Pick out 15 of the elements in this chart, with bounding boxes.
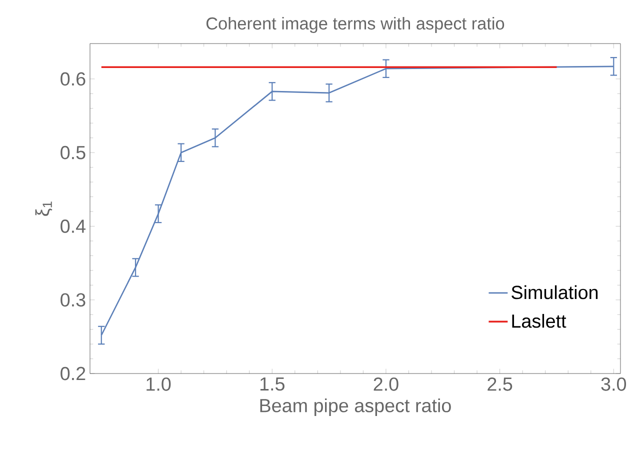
x-tick-label: 2.5 (488, 378, 512, 391)
y-tick-label: 0.5 (60, 146, 86, 160)
x-tick-label: 3.0 (601, 378, 626, 391)
y-tick-label: 0.3 (60, 293, 86, 307)
x-axis-title: Beam pipe aspect ratio (260, 398, 451, 416)
y-tick-label: 0.4 (60, 220, 86, 234)
y-tick-label: 0.2 (60, 367, 86, 380)
y-axis-title: ξ$_{1}$ (35, 202, 52, 216)
y-tick-label: 0.6 (60, 72, 86, 86)
chart-title: Coherent image terms with aspect ratio (206, 17, 504, 34)
legend-label: Laslett (512, 314, 566, 328)
legend-label: Simulation (512, 285, 598, 300)
x-tick-label: 1.0 (146, 378, 171, 391)
x-tick-label: 2.0 (374, 378, 398, 391)
x-tick-label: 1.5 (260, 378, 284, 391)
